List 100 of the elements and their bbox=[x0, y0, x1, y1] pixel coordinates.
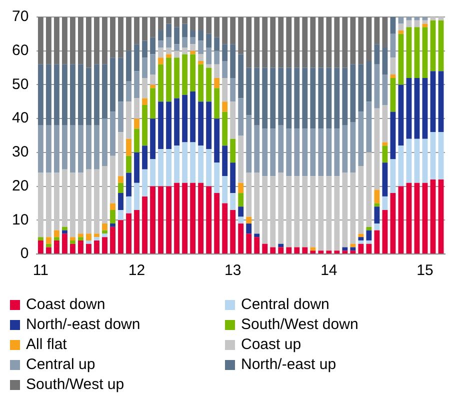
bar bbox=[246, 68, 252, 116]
bar bbox=[54, 237, 60, 240]
bar bbox=[358, 244, 364, 254]
bar bbox=[406, 182, 412, 254]
bar bbox=[78, 64, 84, 126]
bar bbox=[190, 30, 196, 38]
bar bbox=[190, 37, 196, 44]
bar bbox=[270, 68, 276, 129]
bar bbox=[278, 172, 284, 244]
bar bbox=[134, 152, 140, 183]
bar bbox=[398, 30, 404, 34]
bar bbox=[294, 68, 300, 129]
bar bbox=[206, 68, 212, 102]
bar bbox=[198, 146, 204, 183]
bar bbox=[366, 230, 372, 240]
bar bbox=[430, 180, 436, 254]
bar bbox=[150, 74, 156, 85]
bar bbox=[326, 176, 332, 251]
bar bbox=[358, 234, 364, 238]
bar bbox=[54, 17, 60, 64]
bar bbox=[230, 102, 236, 139]
bar bbox=[358, 237, 364, 240]
bar bbox=[62, 17, 68, 64]
bar bbox=[350, 250, 356, 254]
bar bbox=[286, 68, 292, 129]
bar bbox=[198, 17, 204, 31]
legend-label: North/-east up bbox=[241, 356, 336, 373]
bar bbox=[134, 44, 140, 72]
bar bbox=[326, 250, 332, 254]
bar bbox=[198, 30, 204, 41]
bar bbox=[230, 210, 236, 254]
bar bbox=[382, 17, 388, 48]
bar bbox=[54, 172, 60, 230]
bar bbox=[166, 17, 172, 24]
bar bbox=[78, 17, 84, 64]
bar bbox=[334, 176, 340, 251]
bar bbox=[230, 17, 236, 44]
bar bbox=[214, 118, 220, 163]
bar bbox=[438, 20, 444, 72]
bar bbox=[422, 138, 428, 183]
bar bbox=[70, 172, 76, 238]
bar bbox=[422, 20, 428, 24]
bar bbox=[142, 105, 148, 146]
bar bbox=[230, 193, 236, 210]
bar bbox=[334, 68, 340, 129]
bar bbox=[54, 125, 60, 173]
bar bbox=[38, 64, 44, 126]
bar bbox=[214, 64, 220, 78]
bar bbox=[166, 47, 172, 54]
bar bbox=[126, 50, 132, 82]
bar bbox=[182, 182, 188, 254]
bar bbox=[174, 50, 180, 58]
bar bbox=[278, 125, 284, 173]
bar bbox=[54, 230, 60, 238]
bar bbox=[254, 68, 260, 126]
bar bbox=[374, 108, 380, 190]
bar bbox=[110, 112, 116, 156]
bar bbox=[94, 234, 100, 238]
bar bbox=[310, 250, 316, 254]
bar bbox=[206, 149, 212, 186]
bar bbox=[414, 17, 420, 20]
bar bbox=[62, 234, 68, 254]
bar bbox=[118, 176, 124, 183]
bar bbox=[78, 234, 84, 238]
bar bbox=[270, 176, 276, 248]
bar bbox=[206, 102, 212, 150]
bar bbox=[86, 68, 92, 126]
bar bbox=[262, 128, 268, 176]
bar bbox=[214, 17, 220, 38]
bar bbox=[182, 37, 188, 48]
bar bbox=[390, 78, 396, 112]
bar bbox=[334, 17, 340, 68]
bar bbox=[54, 64, 60, 126]
bar bbox=[198, 182, 204, 254]
bar bbox=[222, 102, 228, 112]
bar bbox=[190, 182, 196, 254]
bar bbox=[342, 68, 348, 126]
bar bbox=[262, 17, 268, 68]
bar bbox=[238, 54, 244, 98]
bar bbox=[158, 58, 164, 64]
bar bbox=[238, 193, 244, 207]
bar bbox=[366, 61, 372, 102]
bar bbox=[46, 64, 52, 126]
bar bbox=[342, 250, 348, 254]
bar bbox=[166, 149, 172, 186]
legend-label: Coast up bbox=[241, 336, 302, 353]
bar bbox=[86, 17, 92, 68]
bar bbox=[230, 138, 236, 163]
bar bbox=[238, 182, 244, 194]
bar bbox=[190, 44, 196, 51]
bar bbox=[334, 250, 340, 254]
bar bbox=[142, 98, 148, 106]
bar bbox=[238, 206, 244, 217]
bar bbox=[366, 240, 372, 244]
bar bbox=[150, 84, 156, 88]
x-tick-label: 11 bbox=[32, 262, 48, 280]
bar bbox=[270, 17, 276, 68]
bar bbox=[86, 244, 92, 254]
bar bbox=[102, 237, 108, 254]
bar bbox=[70, 125, 76, 173]
